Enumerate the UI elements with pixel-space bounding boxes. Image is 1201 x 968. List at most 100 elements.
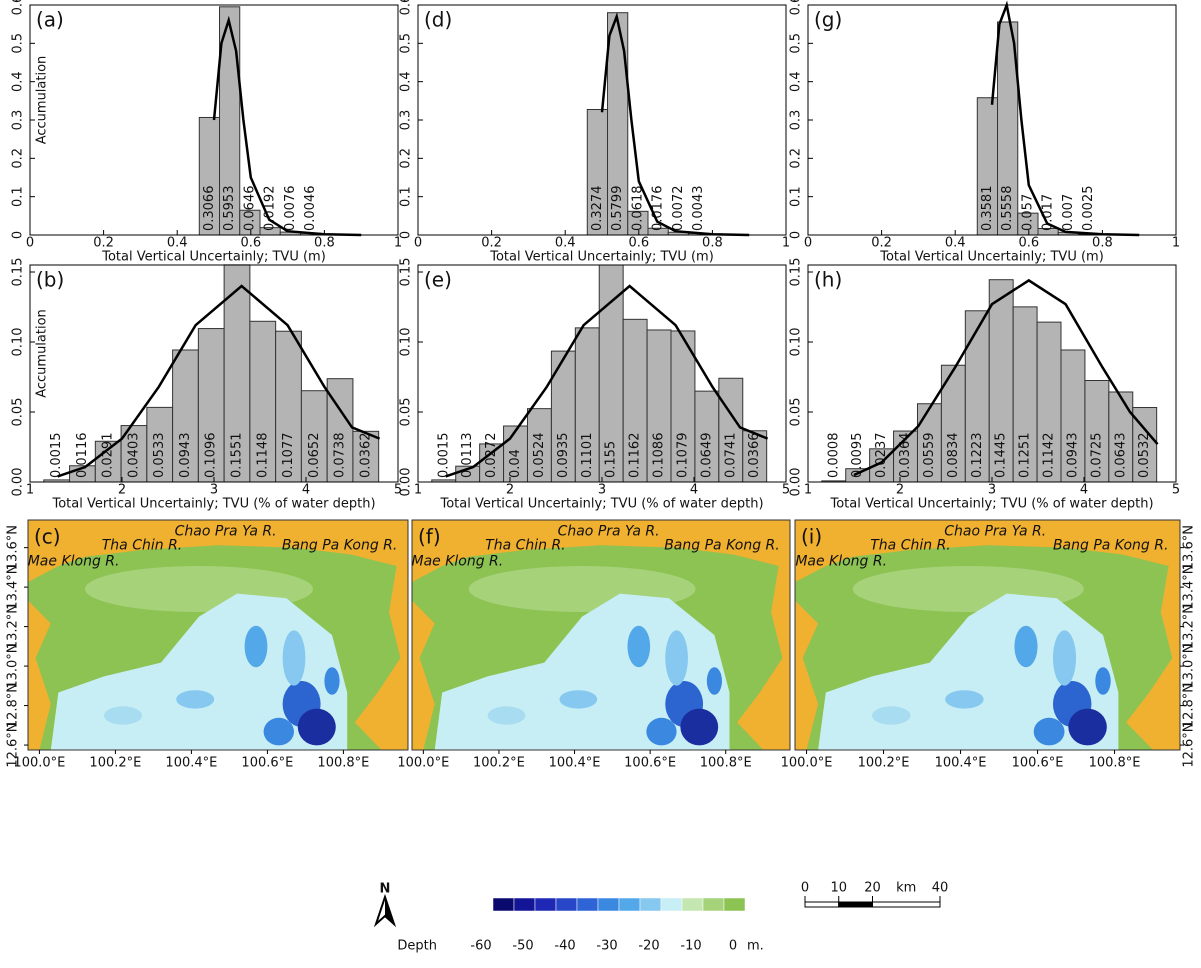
value-label: 0.0025 xyxy=(1081,186,1096,232)
lat-tick-label: 12.8°N xyxy=(1182,683,1197,728)
x-axis-label: Total Vertical Uncertainly; TVU (% of wa… xyxy=(51,497,375,512)
value-label: 0.1162 xyxy=(628,433,643,479)
panel-label: (d) xyxy=(424,8,452,32)
value-label: 0.0366 xyxy=(747,433,762,479)
colorbar-swatch xyxy=(640,898,661,911)
map-deep xyxy=(872,706,911,724)
map-deep xyxy=(1095,667,1110,695)
river-label: Tha Chin R. xyxy=(870,537,951,553)
lon-tick-label: 100.8°E xyxy=(1089,756,1141,771)
x-axis-label: Total Vertical Uncertainly; TVU (m) xyxy=(101,250,326,265)
map-deep xyxy=(680,709,718,746)
map-deep xyxy=(298,709,336,746)
river-label: Chao Pra Ya R. xyxy=(558,524,660,540)
map-deep xyxy=(627,626,650,667)
value-label: 0.1142 xyxy=(1042,433,1057,479)
y-tick-label: 0.1 xyxy=(11,186,26,207)
value-label: 0.0291 xyxy=(101,433,116,479)
y-tick-label: 0.4 xyxy=(789,71,804,92)
scalebar-label: 40 xyxy=(932,881,949,896)
value-label: 0.0403 xyxy=(126,433,141,479)
lon-tick-label: 100.4°E xyxy=(549,756,601,771)
panel-label: (e) xyxy=(424,268,452,292)
colorbar-swatch xyxy=(556,898,577,911)
y-tick-label: 0.2 xyxy=(399,148,414,169)
value-label: 0.057 xyxy=(1020,194,1035,231)
value-label: 0.0272 xyxy=(484,433,499,478)
x-tick-label: 3 xyxy=(210,483,218,498)
value-label: 0.0935 xyxy=(556,433,571,479)
river-label: Chao Pra Ya R. xyxy=(944,524,1046,540)
panel-label: (b) xyxy=(36,268,64,292)
value-label: 0.1077 xyxy=(281,433,296,479)
y-tick-label: 0.10 xyxy=(789,328,804,357)
y-tick-label: 0 xyxy=(789,231,804,239)
value-label: 0.0652 xyxy=(307,433,322,479)
lon-tick-label: 100.0°E xyxy=(13,756,65,771)
lon-tick-label: 100.2°E xyxy=(858,756,910,771)
value-label: 0.3274 xyxy=(590,186,605,232)
lon-tick-label: 100.4°E xyxy=(165,756,217,771)
y-tick-label: 0.15 xyxy=(11,258,26,287)
colorbar-swatch xyxy=(703,898,724,911)
value-label: 0.5953 xyxy=(222,185,237,231)
value-label: 0.0559 xyxy=(922,433,937,479)
panel-label: (a) xyxy=(36,8,64,32)
x-tick-label: 0.4 xyxy=(555,236,576,251)
y-axis-label: Accumulation xyxy=(35,309,50,398)
x-tick-label: 3 xyxy=(598,483,606,498)
lat-tick-label: 13.6°N xyxy=(1182,525,1197,570)
colorbar-tick-label: -40 xyxy=(554,939,575,954)
x-axis-label: Total Vertical Uncertainly; TVU (m) xyxy=(489,250,714,265)
y-tick-label: 0 xyxy=(11,231,26,239)
y-tick-label: 0.2 xyxy=(789,148,804,169)
map-deep xyxy=(1014,626,1037,667)
value-label: 0.1148 xyxy=(255,433,270,479)
value-label: 0.0072 xyxy=(671,186,686,232)
lat-tick-label: 12.6°N xyxy=(6,722,21,767)
y-tick-label: 0.4 xyxy=(11,71,26,92)
x-axis-label: Total Vertical Uncertainly; TVU (m) xyxy=(879,250,1104,265)
y-tick-label: 0.10 xyxy=(399,328,414,357)
x-tick-label: 0 xyxy=(804,236,812,251)
y-tick-label: 0.1 xyxy=(399,186,414,207)
y-tick-label: 0.6 xyxy=(11,0,26,15)
x-axis-label: Total Vertical Uncertainly; TVU (% of wa… xyxy=(829,497,1153,512)
colorbar-swatch xyxy=(724,898,745,911)
y-tick-label: 0.6 xyxy=(399,0,414,15)
value-label: 0.0943 xyxy=(1065,433,1080,479)
x-tick-label: 2 xyxy=(896,483,904,498)
colorbar-tick-label: -20 xyxy=(638,939,659,954)
x-tick-label: 2 xyxy=(506,483,514,498)
value-label: 0.0738 xyxy=(333,433,348,479)
river-label: Mae Klong R. xyxy=(795,553,887,569)
x-tick-label: 0.8 xyxy=(702,236,723,251)
x-tick-label: 1 xyxy=(804,483,812,498)
value-label: 0.0008 xyxy=(826,433,841,479)
map-deep xyxy=(104,706,142,724)
x-tick-label: 1 xyxy=(26,483,34,498)
x-tick-label: 0.6 xyxy=(1018,236,1039,251)
y-tick-label: 0.3 xyxy=(789,110,804,131)
lat-tick-label: 12.6°N xyxy=(1182,722,1197,767)
x-tick-label: 0.2 xyxy=(93,236,114,251)
x-tick-label: 0.2 xyxy=(871,236,892,251)
colorbar-tick-label: -50 xyxy=(512,939,533,954)
map-deep xyxy=(665,630,688,685)
lat-tick-label: 12.8°N xyxy=(6,683,21,728)
scalebar-label: 20 xyxy=(864,881,881,896)
lat-tick-label: 13.6°N xyxy=(6,525,21,570)
scalebar-label: 10 xyxy=(830,881,847,896)
y-tick-label: 0.2 xyxy=(11,148,26,169)
lon-tick-label: 100.2°E xyxy=(89,756,141,771)
map-deep xyxy=(176,690,214,708)
value-label: 0.5799 xyxy=(610,186,625,232)
y-tick-label: 0.00 xyxy=(789,468,804,497)
y-tick-label: 0.6 xyxy=(789,0,804,15)
panel-label: (f) xyxy=(418,525,441,549)
value-label: 0.0116 xyxy=(75,433,90,479)
y-tick-label: 0.05 xyxy=(11,398,26,427)
y-tick-label: 0.3 xyxy=(399,110,414,131)
value-label: 0.0046 xyxy=(303,186,318,232)
value-label: 0.1445 xyxy=(994,433,1009,478)
